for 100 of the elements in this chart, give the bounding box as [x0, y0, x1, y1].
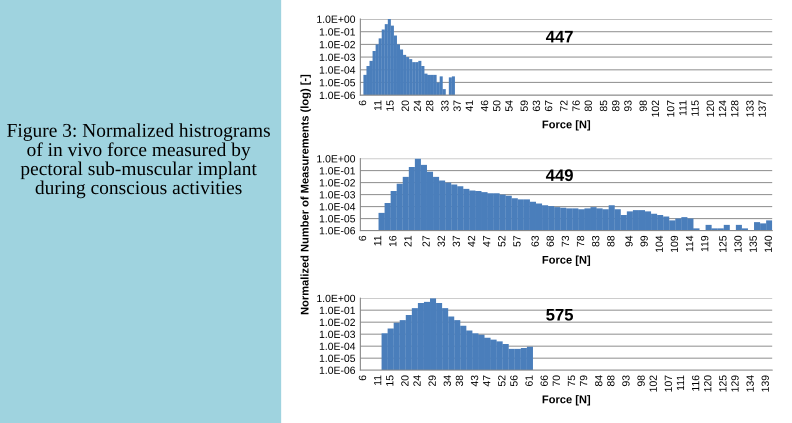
x-tick-label: 140	[764, 236, 772, 252]
annotation: 449	[546, 169, 573, 182]
x-tick-label: 66	[540, 375, 548, 386]
x-tick-label: 111	[679, 100, 686, 116]
x-tick-label: 125	[719, 375, 727, 392]
y-tick-label: 1.0E+00	[317, 155, 356, 162]
x-tick-label: 139	[762, 375, 769, 392]
y-tick-label: 1.0E-02	[320, 318, 355, 326]
annotation: 447	[546, 30, 573, 42]
x-tick-label: 116	[692, 375, 700, 391]
y-tick-label: 1.0E-04	[320, 342, 356, 350]
x-tick-label: 98	[639, 100, 647, 112]
y-tick-label: 1.0E-04	[320, 203, 356, 210]
x-tick-label: 102	[652, 100, 660, 117]
x-tick-label: 135	[749, 236, 757, 252]
x-tick-label: 98	[637, 375, 645, 386]
x-tick-label: 120	[704, 375, 712, 392]
x-tick-label: 11	[374, 375, 382, 386]
x-tick-label: 88	[607, 236, 614, 247]
x-tick-label: 68	[546, 236, 554, 246]
x-tick-label: 73	[562, 236, 570, 246]
x-axis-title: Force [N]	[542, 256, 590, 266]
x-tick-label: 50	[493, 100, 500, 112]
x-tick-label: 63	[532, 100, 540, 112]
x-tick-label: 20	[401, 375, 409, 386]
x-tick-label: 6	[358, 236, 366, 241]
x-axis-title: Force [N]	[542, 120, 590, 131]
x-tick-label: 59	[520, 100, 528, 112]
x-tick-label: 20	[402, 100, 409, 112]
x-tick-label: 15	[386, 100, 394, 111]
y-tick-label: 1.0E+00	[317, 294, 356, 302]
x-tick-label: 89	[612, 100, 620, 112]
y-tick-label: 1.0E-04	[320, 66, 356, 74]
x-tick-label: 37	[453, 100, 461, 112]
x-tick-label: 128	[731, 100, 738, 117]
caption: Figure 3: Normalized histrograms of in vivo force measured by pectoral sub-muscular implant during conscious activities	[7, 123, 270, 198]
x-tick-label: 27	[422, 236, 430, 246]
x-tick-label: 124	[718, 100, 726, 117]
x-tick-label: 125	[719, 236, 727, 252]
x-tick-label: 24	[413, 375, 421, 386]
x-tick-label: 111	[676, 375, 684, 390]
x-tick-label: 43	[470, 375, 478, 386]
annotation: 575	[546, 309, 574, 321]
x-tick-label: 102	[650, 376, 657, 392]
x-tick-label: 79	[580, 375, 588, 386]
x-tick-label: 47	[483, 376, 490, 386]
x-tick-label: 99	[640, 236, 648, 246]
x-tick-label: 119	[701, 236, 708, 252]
x-tick-label: 72	[560, 100, 568, 112]
x-tick-label: 28	[426, 100, 434, 112]
x-tick-label: 129	[731, 375, 739, 392]
y-tick-label: 1.0E-03	[320, 330, 356, 338]
x-tick-label: 15	[386, 375, 394, 386]
x-tick-label: 120	[706, 100, 714, 117]
x-tick-label: 32	[438, 236, 445, 247]
y-tick-label: 1.0E-01	[320, 28, 355, 36]
y-tick-label: 1.0E-01	[320, 306, 355, 314]
y-tick-label: 1.0E-02	[320, 179, 355, 186]
x-tick-label: 11	[374, 236, 382, 246]
y-tick-label: 1.0E+00	[317, 16, 356, 23]
x-tick-label: 21	[404, 236, 412, 246]
x-tick-label: 52	[498, 236, 506, 247]
x-tick-label: 67	[544, 100, 552, 112]
x-tick-label: 24	[414, 100, 422, 112]
x-tick-label: 84	[595, 375, 602, 386]
x-tick-label: 130	[734, 236, 742, 252]
x-tick-label: 41	[466, 100, 473, 112]
x-tick-label: 29	[428, 375, 436, 386]
x-tick-label: 47	[483, 236, 490, 247]
x-tick-label: 83	[592, 236, 600, 247]
y-axis-title: Normalized Number of Measurements (log) [-]	[300, 74, 311, 314]
y-tick-label: 1.0E-03	[320, 191, 356, 198]
x-tick-label: 94	[625, 236, 633, 246]
x-tick-label: 104	[656, 236, 663, 252]
x-tick-label: 107	[666, 100, 674, 117]
x-tick-label: 114	[686, 236, 694, 252]
x-tick-label: 6	[358, 375, 366, 380]
x-tick-label: 93	[622, 375, 630, 386]
x-tick-label: 52	[498, 376, 506, 386]
x-tick-label: 76	[572, 100, 580, 112]
x-tick-label: 6	[358, 100, 366, 106]
y-tick-label: 1.0E-03	[320, 54, 356, 61]
x-tick-label: 54	[505, 100, 513, 112]
x-tick-label: 93	[624, 100, 632, 112]
x-tick-label: 37	[452, 236, 460, 247]
x-tick-label: 80	[584, 100, 592, 112]
x-tick-label: 109	[670, 236, 678, 252]
x-axis-title: Force [N]	[542, 395, 590, 406]
x-tick-label: 16	[389, 236, 396, 246]
x-tick-label: 63	[531, 236, 539, 246]
y-tick-label: 1.0E-02	[320, 40, 355, 48]
x-tick-label: 38	[456, 375, 464, 386]
y-tick-label: 1.0E-05	[320, 78, 356, 86]
x-tick-label: 78	[576, 236, 584, 246]
y-tick-label: 1.0E-05	[320, 354, 356, 362]
x-tick-label: 133	[746, 100, 754, 117]
x-tick-label: 57	[513, 236, 521, 247]
x-tick-label: 56	[510, 375, 518, 386]
y-tick-label: 1.0E-06	[320, 227, 356, 234]
x-tick-label: 134	[746, 375, 754, 392]
